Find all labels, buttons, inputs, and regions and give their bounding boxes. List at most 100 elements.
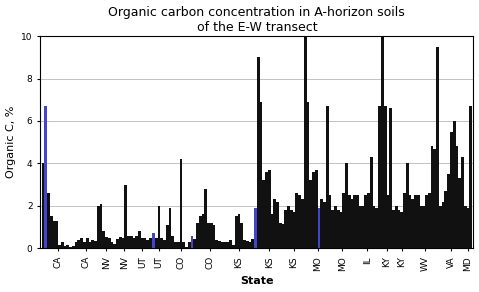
Bar [384,106,387,248]
Bar [307,102,309,248]
Bar [453,121,456,248]
Bar [290,210,293,248]
Bar [298,195,301,248]
Bar [389,108,392,248]
Bar [342,193,345,248]
Bar [251,239,254,248]
Bar [381,36,384,248]
Bar [414,195,417,248]
Bar [240,223,243,248]
Bar [445,191,447,248]
Bar [194,239,196,248]
Bar [227,242,229,248]
Bar [304,36,307,248]
Bar [387,195,389,248]
Bar [293,212,296,248]
Bar [274,199,276,248]
Bar [224,242,227,248]
Bar [188,242,191,248]
Bar [312,172,315,248]
Bar [185,247,188,248]
Bar [337,210,340,248]
Bar [100,204,103,248]
Bar [180,159,182,248]
Bar [122,238,125,248]
Bar [282,224,285,248]
Bar [86,238,89,248]
Bar [136,236,138,248]
Bar [406,164,409,248]
Bar [97,206,100,248]
Bar [329,195,331,248]
Bar [45,106,47,248]
Bar [411,199,414,248]
Bar [221,242,224,248]
Bar [433,149,436,248]
Bar [67,245,69,248]
Bar [420,206,422,248]
Bar [367,193,370,248]
Bar [257,57,260,248]
Bar [331,210,334,248]
Bar [89,242,91,248]
Bar [91,240,94,248]
Bar [235,216,238,248]
Bar [196,223,199,248]
Bar [171,236,174,248]
Bar [348,195,351,248]
Bar [362,206,365,248]
Bar [287,206,290,248]
Bar [72,246,75,248]
Bar [376,208,378,248]
Bar [69,247,72,248]
Bar [169,208,171,248]
Bar [450,132,453,248]
Bar [61,242,64,248]
Bar [249,242,251,248]
Bar [458,178,461,248]
Bar [285,210,287,248]
X-axis label: State: State [240,277,274,286]
Bar [125,185,127,248]
Bar [108,238,111,248]
Bar [238,214,240,248]
Bar [359,206,362,248]
Bar [356,195,359,248]
Bar [334,206,337,248]
Bar [105,237,108,248]
Bar [152,233,155,248]
Bar [111,242,114,248]
Bar [155,238,158,248]
Bar [58,245,61,248]
Bar [127,236,130,248]
Bar [177,242,180,248]
Bar [260,102,262,248]
Bar [205,189,207,248]
Bar [191,236,194,248]
Bar [340,212,342,248]
Bar [315,170,318,248]
Bar [160,238,163,248]
Bar [213,225,216,248]
Bar [144,238,147,248]
Y-axis label: Organic C, %: Organic C, % [6,106,15,178]
Bar [422,206,425,248]
Bar [351,199,354,248]
Bar [262,180,265,248]
Bar [323,201,326,248]
Bar [436,47,439,248]
Bar [461,157,464,248]
Bar [309,180,312,248]
Bar [431,146,433,248]
Bar [395,206,398,248]
Bar [392,210,395,248]
Bar [119,237,122,248]
Bar [130,236,133,248]
Bar [442,201,445,248]
Bar [114,244,116,248]
Bar [243,240,246,248]
Bar [370,157,373,248]
Bar [141,238,144,248]
Bar [469,106,472,248]
Bar [345,164,348,248]
